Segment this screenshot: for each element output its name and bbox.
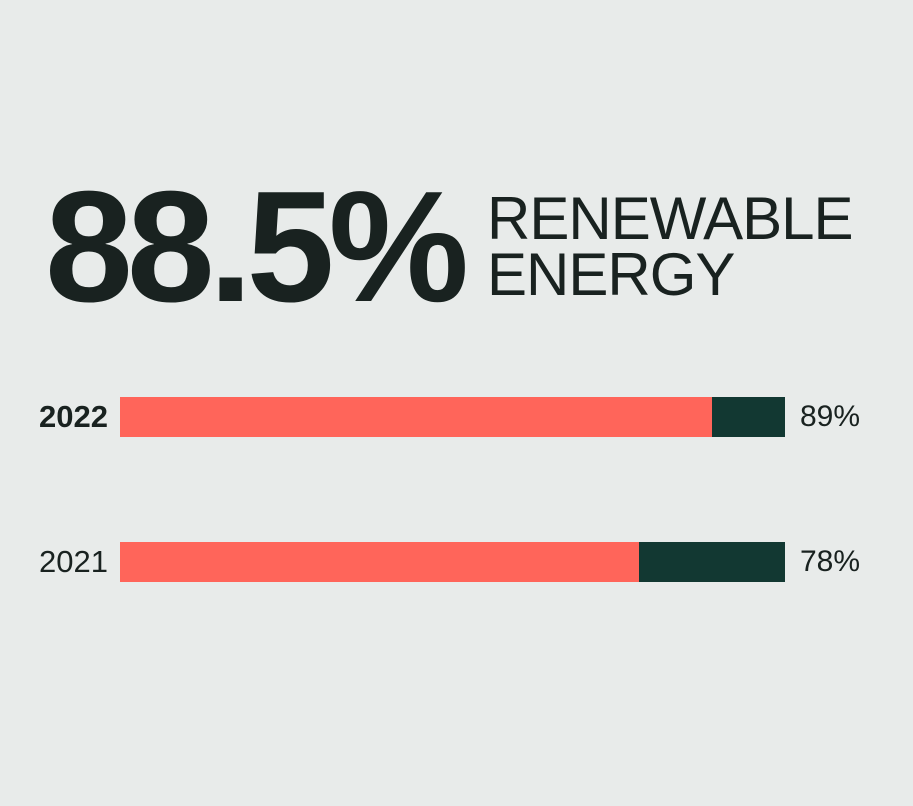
bar-row-2022: 2022 89% [0, 397, 913, 437]
headline: 88.5% RENEWABLE ENERGY [45, 159, 854, 335]
bar-category-label-2021: 2021 [39, 544, 108, 579]
bar-fill-2021 [120, 542, 639, 582]
bar-category-label-2022: 2022 [39, 399, 108, 434]
bar-fill-2022 [120, 397, 712, 437]
bar-value-label-2022: 89% [800, 400, 861, 433]
bar-track-2021 [120, 542, 785, 582]
bar-value-label-2021: 78% [800, 545, 861, 578]
headline-label-line1: RENEWABLE [487, 185, 854, 253]
bar-row-2021: 2021 78% [0, 542, 913, 582]
headline-stat-label: RENEWABLE ENERGY [487, 185, 854, 308]
bar-track-2022 [120, 397, 785, 437]
headline-stat-value: 88.5% [45, 159, 469, 335]
headline-label-line2: ENERGY [487, 241, 735, 308]
